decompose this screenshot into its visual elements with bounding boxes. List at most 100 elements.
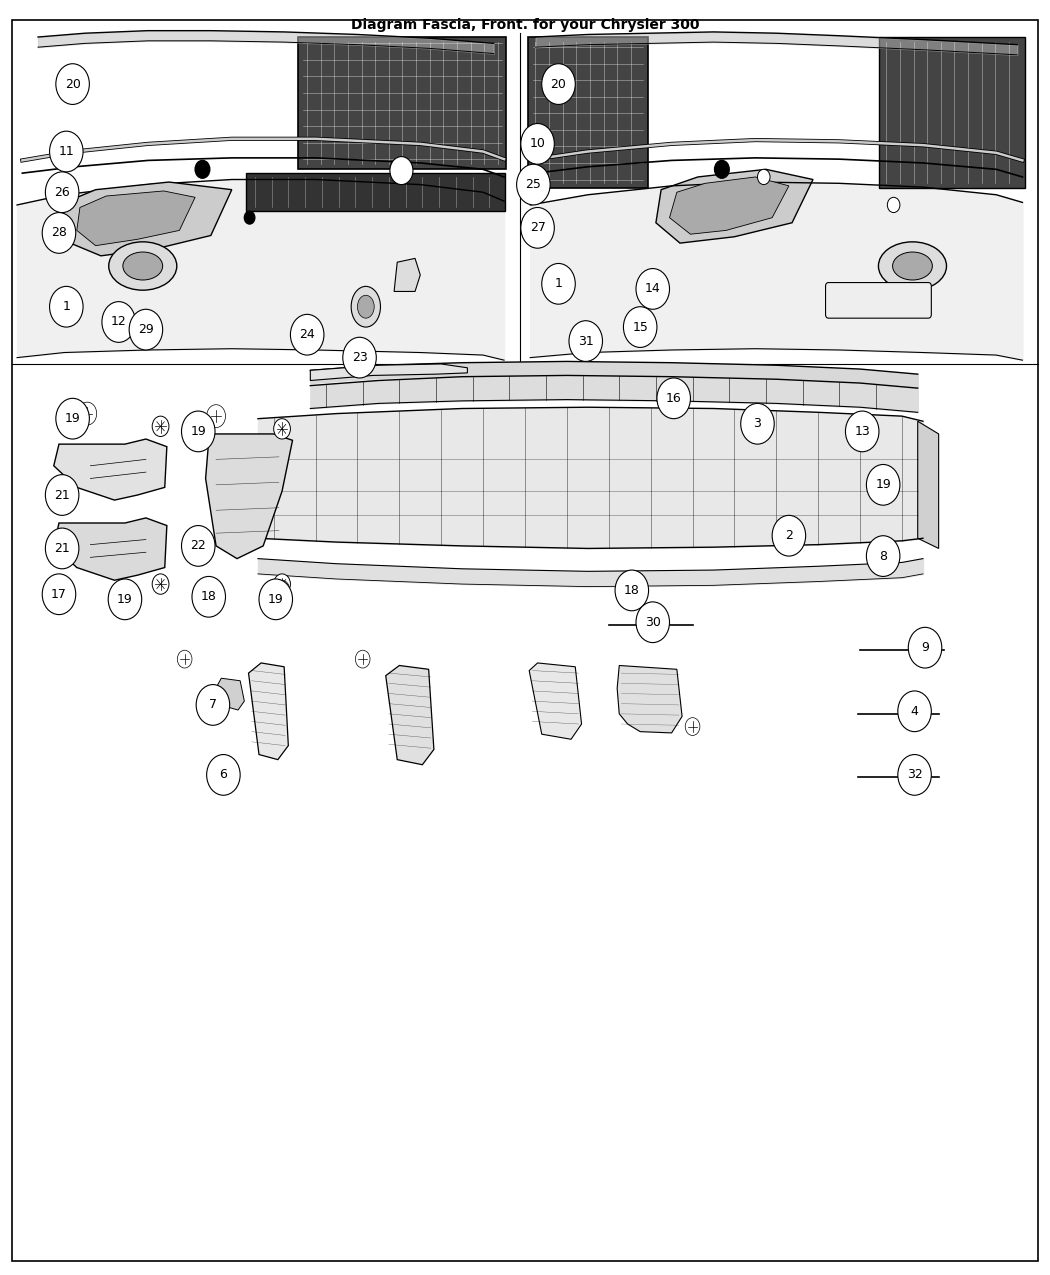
Text: 9: 9 [921,641,929,654]
Circle shape [887,198,900,213]
Text: 14: 14 [645,282,660,296]
Circle shape [866,536,900,576]
Circle shape [192,576,226,617]
Circle shape [624,307,657,347]
Text: 7: 7 [209,699,217,711]
Text: 10: 10 [529,138,546,150]
Circle shape [152,574,169,594]
Polygon shape [385,666,434,765]
Circle shape [45,474,79,515]
Text: 6: 6 [219,769,228,782]
Text: 26: 26 [55,186,70,199]
Text: 19: 19 [65,412,81,425]
Text: 19: 19 [268,593,284,606]
Polygon shape [206,434,293,558]
FancyBboxPatch shape [879,37,1025,189]
Ellipse shape [879,242,946,291]
Circle shape [56,398,89,439]
Circle shape [772,515,805,556]
Text: 31: 31 [578,334,593,348]
Circle shape [517,164,550,205]
Circle shape [757,170,770,185]
Ellipse shape [892,252,932,280]
Text: 19: 19 [876,478,891,491]
Text: 28: 28 [51,227,67,240]
Text: 1: 1 [62,300,70,314]
Text: 24: 24 [299,328,315,342]
Circle shape [636,602,670,643]
Polygon shape [394,259,420,292]
Circle shape [845,411,879,451]
Circle shape [274,574,291,594]
Circle shape [686,718,700,736]
Circle shape [114,580,129,598]
Ellipse shape [351,287,380,328]
Text: 30: 30 [645,616,660,629]
Polygon shape [54,518,167,580]
Circle shape [908,627,942,668]
Circle shape [615,570,649,611]
FancyBboxPatch shape [247,173,505,212]
Polygon shape [311,363,467,380]
Text: 18: 18 [624,584,639,597]
Circle shape [102,302,135,343]
Polygon shape [529,663,582,739]
FancyBboxPatch shape [298,37,506,170]
Text: 11: 11 [59,145,75,158]
Circle shape [42,574,76,615]
Circle shape [569,321,603,361]
Circle shape [177,650,192,668]
Text: 27: 27 [529,222,546,235]
FancyBboxPatch shape [12,20,1038,1261]
Polygon shape [656,170,813,244]
Circle shape [45,172,79,213]
Circle shape [49,131,83,172]
Circle shape [898,691,931,732]
Circle shape [152,416,169,436]
Circle shape [740,403,774,444]
Text: 12: 12 [111,315,127,329]
Text: 4: 4 [910,705,919,718]
Text: 25: 25 [525,179,542,191]
Text: 21: 21 [55,542,70,555]
Circle shape [542,264,575,305]
Circle shape [866,464,900,505]
Text: 18: 18 [201,590,216,603]
Text: Diagram Fascia, Front. for your Chrysler 300: Diagram Fascia, Front. for your Chrysler… [351,18,699,32]
Circle shape [390,157,413,185]
Ellipse shape [123,252,163,280]
Circle shape [207,404,226,427]
Text: 29: 29 [138,323,153,337]
Circle shape [274,418,291,439]
Polygon shape [670,177,789,235]
Text: 2: 2 [785,529,793,542]
Circle shape [182,411,215,451]
Text: 20: 20 [65,78,81,91]
Circle shape [715,161,729,179]
Circle shape [182,525,215,566]
Circle shape [45,528,79,569]
Text: 19: 19 [190,425,206,437]
Polygon shape [617,666,682,733]
Text: 20: 20 [550,78,566,91]
Polygon shape [77,191,195,246]
Circle shape [129,310,163,349]
Circle shape [342,338,376,377]
Circle shape [259,579,293,620]
Text: 23: 23 [352,351,367,365]
Circle shape [275,580,290,598]
Circle shape [196,685,230,725]
Text: 15: 15 [632,320,648,334]
Polygon shape [59,182,232,256]
Ellipse shape [109,242,176,291]
Circle shape [42,213,76,254]
Circle shape [291,315,324,354]
Circle shape [898,755,931,796]
Text: 16: 16 [666,391,681,405]
Circle shape [49,287,83,328]
Circle shape [78,402,97,425]
Text: 32: 32 [907,769,923,782]
Text: 13: 13 [855,425,870,437]
Circle shape [657,377,691,418]
Text: 21: 21 [55,488,70,501]
